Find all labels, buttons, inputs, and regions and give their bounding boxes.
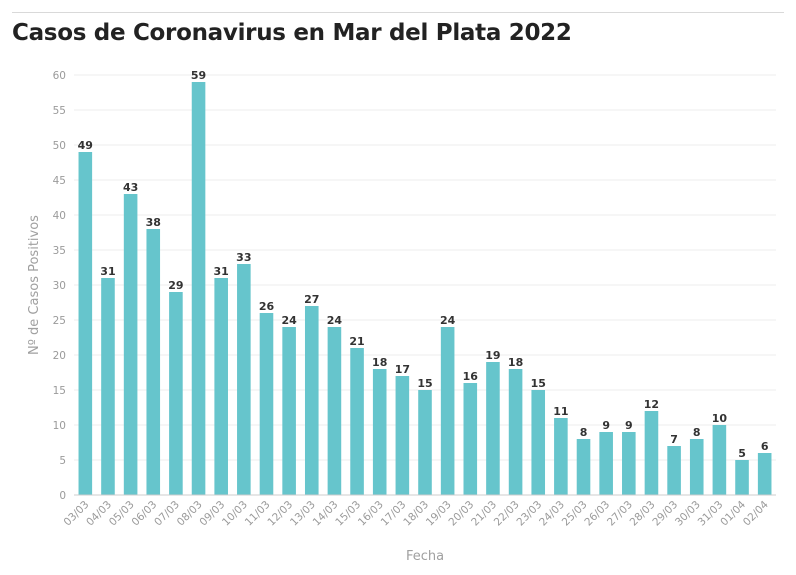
bar-value-label: 15 (531, 377, 546, 390)
bar-value-label: 8 (693, 426, 701, 439)
bar-value-label: 12 (644, 398, 659, 411)
bar (712, 425, 727, 495)
bar-value-label: 24 (440, 314, 456, 327)
y-axis-ticks: 0 5 10 15 20 25 30 35 40 45 50 55 60 (53, 70, 66, 502)
bar (327, 327, 342, 495)
y-tick-label: 45 (53, 175, 66, 187)
bar (78, 152, 93, 495)
bar (169, 292, 183, 495)
bar-value-label: 19 (485, 349, 500, 362)
bar-value-label: 18 (508, 356, 523, 369)
bar-value-label: 8 (580, 426, 588, 439)
y-tick-label: 0 (59, 490, 66, 502)
bar (463, 383, 478, 495)
y-tick-label: 20 (53, 350, 66, 362)
top-divider (12, 12, 784, 13)
y-axis-label: Nº de Casos Positivos (27, 215, 42, 355)
bar (622, 432, 636, 495)
bar (350, 348, 364, 495)
bar-value-label: 5 (738, 447, 746, 460)
bar-value-label: 9 (625, 419, 633, 432)
bar-value-label: 59 (191, 69, 206, 82)
bar (395, 376, 410, 495)
bar (440, 327, 455, 495)
bar-value-label: 6 (761, 440, 769, 453)
bar (508, 369, 523, 495)
x-tick-label: 02/04 (741, 498, 771, 528)
bars (78, 82, 772, 495)
y-tick-label: 55 (53, 105, 66, 117)
bar-value-label: 11 (553, 405, 568, 418)
bar (599, 432, 613, 495)
bar (214, 278, 228, 495)
bar (689, 439, 704, 495)
y-tick-label: 10 (53, 420, 66, 432)
bar-value-label: 26 (259, 300, 275, 313)
bar-value-label: 15 (417, 377, 432, 390)
bar (554, 418, 568, 495)
bar (101, 278, 115, 495)
bar-value-label: 38 (146, 216, 161, 229)
x-axis-ticks: 03/0304/0305/0306/0307/0308/0309/0310/03… (62, 498, 771, 528)
bar (237, 264, 251, 495)
bar (372, 369, 387, 495)
bar (146, 229, 161, 495)
y-tick-label: 5 (59, 455, 66, 467)
bar (282, 327, 296, 495)
bar (486, 362, 500, 495)
x-axis-label: Fecha (406, 549, 444, 564)
bar-value-label: 33 (236, 251, 251, 264)
bar-value-label: 24 (281, 314, 297, 327)
bar (735, 460, 749, 495)
bar-value-label: 10 (712, 412, 728, 425)
bar (667, 446, 681, 495)
bar (191, 82, 206, 495)
bar (123, 194, 138, 495)
bar-value-label: 29 (168, 279, 183, 292)
y-tick-label: 30 (53, 280, 66, 292)
bar (757, 453, 772, 495)
bar-value-label: 7 (670, 433, 678, 446)
bar-value-label: 24 (327, 314, 343, 327)
bar-value-label: 31 (214, 265, 229, 278)
chart-title: Casos de Coronavirus en Mar del Plata 20… (12, 20, 572, 46)
bar-value-label: 31 (100, 265, 115, 278)
bar-value-label: 27 (304, 293, 319, 306)
bar (259, 313, 274, 495)
y-tick-label: 25 (53, 315, 66, 327)
y-tick-label: 35 (53, 245, 66, 257)
bar (418, 390, 432, 495)
y-tick-label: 60 (53, 70, 66, 82)
y-tick-label: 15 (53, 385, 66, 397)
bar (304, 306, 319, 495)
bar (531, 390, 546, 495)
bar-value-label: 43 (123, 181, 138, 194)
y-tick-label: 50 (53, 140, 66, 152)
bar (644, 411, 659, 495)
bar-value-label: 49 (78, 139, 93, 152)
value-labels: 4931433829593133262427242118171524161918… (78, 69, 769, 460)
bar-value-label: 18 (372, 356, 387, 369)
bar-value-label: 21 (349, 335, 364, 348)
bar-value-label: 16 (463, 370, 479, 383)
bar-value-label: 9 (602, 419, 610, 432)
y-tick-label: 40 (53, 210, 66, 222)
grid-lines (74, 74, 776, 461)
bar-value-label: 17 (395, 363, 410, 376)
bar (576, 439, 591, 495)
